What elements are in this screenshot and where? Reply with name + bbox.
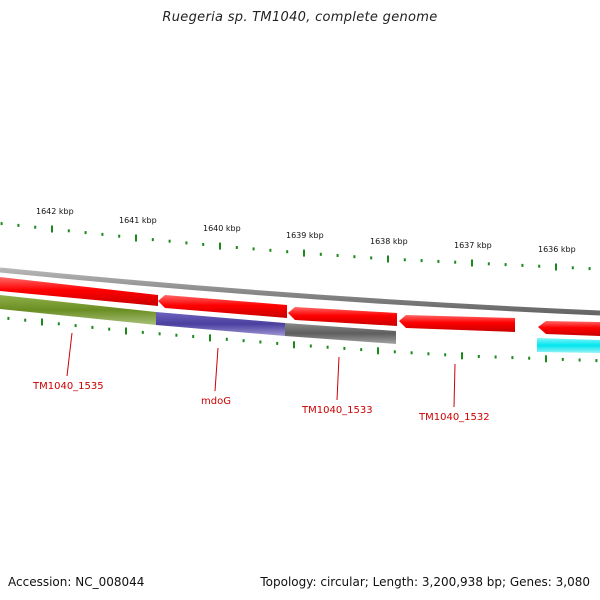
leader-mdog: [214, 347, 219, 392]
inner-tick-track: [7, 316, 598, 363]
leader-tm1040-1533: [336, 356, 340, 401]
gene-arrow-mdog[interactable]: [158, 295, 287, 318]
gene-label-leaders: [66, 332, 456, 408]
gene-arrow-tm1040-1533[interactable]: [288, 307, 397, 326]
gene-label-tm1040-1533[interactable]: TM1040_1533: [301, 405, 373, 416]
gene-label-mdog[interactable]: mdoG: [201, 396, 231, 407]
accession-text: Accession: NC_008044: [8, 575, 145, 589]
scale-label-1637: 1637 kbp: [454, 241, 492, 250]
scale-label-1641: 1641 kbp: [119, 216, 157, 225]
genome-backbone: [0, 267, 600, 316]
cog-segment-cyan[interactable]: [537, 338, 600, 353]
forward-gene-track: [0, 277, 600, 336]
cog-segment-blue[interactable]: [156, 312, 285, 336]
scale-label-1636: 1636 kbp: [538, 245, 576, 254]
scale-label-1642: 1642 kbp: [36, 207, 74, 216]
gene-arrow-tm1040-1535[interactable]: [0, 277, 158, 306]
cog-segment-green[interactable]: [0, 295, 156, 325]
cog-track: [0, 295, 600, 353]
scale-labels: 1642 kbp 1641 kbp 1640 kbp 1639 kbp 1638…: [36, 207, 576, 254]
scale-label-1640: 1640 kbp: [203, 224, 241, 233]
genome-summary-text: Topology: circular; Length: 3,200,938 bp…: [260, 575, 590, 589]
gene-label-tm1040-1535[interactable]: TM1040_1535: [32, 381, 104, 392]
map-title: Ruegeria sp. TM1040, complete genome: [162, 10, 438, 25]
leader-tm1040-1535: [66, 332, 73, 377]
gene-labels: TM1040_1535 mdoG TM1040_1533 TM1040_1532: [32, 381, 490, 423]
scale-label-1638: 1638 kbp: [370, 237, 408, 246]
gene-arrow-tm1040-1532[interactable]: [399, 315, 515, 332]
leader-tm1040-1532: [453, 363, 456, 408]
scale-label-1639: 1639 kbp: [286, 231, 324, 240]
gene-arrow-next[interactable]: [538, 321, 600, 336]
cog-segment-gray[interactable]: [285, 323, 396, 344]
outer-tick-track: [0, 222, 591, 271]
gene-label-tm1040-1532[interactable]: TM1040_1532: [418, 412, 490, 423]
